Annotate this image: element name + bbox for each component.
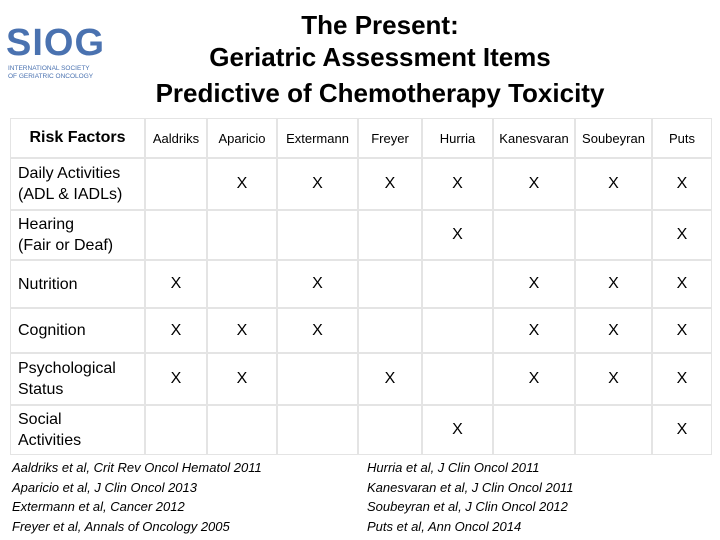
table-cell: X: [493, 158, 575, 210]
table-cell: [207, 210, 277, 260]
table-cell: X: [422, 158, 493, 210]
table-cell: [575, 210, 652, 260]
table-cell: [145, 405, 207, 455]
header-cell: Puts: [652, 118, 712, 158]
row-label-line: Nutrition: [18, 275, 78, 293]
title-line: The Present:: [301, 10, 459, 40]
table-cell: X: [145, 308, 207, 353]
row-label-line: (Fair or Deaf): [18, 237, 114, 254]
table-cell: X: [575, 158, 652, 210]
row-label-line: Cognition: [18, 322, 86, 339]
table-cell: [493, 405, 575, 455]
table-cell: [207, 260, 277, 308]
table-cell: X: [652, 210, 712, 260]
table-cell: [145, 210, 207, 260]
table-cell: [422, 260, 493, 308]
header-cell: Aparicio: [207, 118, 277, 158]
table-cell: X: [207, 158, 277, 210]
row-label-line: Activities: [18, 432, 82, 449]
reference: Soubeyran et al, J Clin Oncol 2012: [367, 499, 568, 514]
table-cell: X: [493, 308, 575, 353]
row-label: Psychological Status: [10, 353, 145, 405]
header-cell: Extermann: [277, 118, 358, 158]
table-cell: [207, 405, 277, 455]
table-cell: X: [422, 210, 493, 260]
table-cell: X: [652, 260, 712, 308]
table-cell: X: [277, 260, 358, 308]
table-cell: X: [493, 260, 575, 308]
header-cell: Aaldriks: [145, 118, 207, 158]
row-label-line: Daily Activities: [18, 165, 121, 182]
table-cell: [358, 260, 422, 308]
table-cell: X: [652, 405, 712, 455]
table-cell: X: [277, 158, 358, 210]
table-cell: [422, 308, 493, 353]
title-line: Predictive of Chemotherapy Toxicity: [155, 78, 605, 108]
header-cell: Risk Factors: [10, 118, 145, 158]
table-cell: [358, 308, 422, 353]
row-label-line: Social: [18, 411, 62, 428]
table-cell: [277, 210, 358, 260]
row-label: Cognition: [10, 308, 145, 353]
table-cell: X: [575, 353, 652, 405]
table-cell: X: [652, 308, 712, 353]
row-label-line: Hearing: [18, 216, 75, 233]
logo-tagline: OF GERIATRIC ONCOLOGY: [8, 73, 94, 80]
table-cell: X: [358, 158, 422, 210]
table-cell: X: [207, 308, 277, 353]
table-cell: X: [358, 353, 422, 405]
reference: Freyer et al, Annals of Oncology 2005: [12, 518, 230, 534]
row-label: Hearing (Fair or Deaf): [10, 210, 145, 260]
table-cell: [277, 405, 358, 455]
table-cell: X: [652, 158, 712, 210]
header-cell: Soubeyran: [575, 118, 652, 158]
table-cell: [493, 210, 575, 260]
table-cell: X: [145, 353, 207, 405]
title-line: Geriatric Assessment Items: [209, 42, 551, 72]
table-cell: X: [422, 405, 493, 455]
reference: Kanesvaran et al, J Clin Oncol 2011: [367, 479, 574, 495]
reference: Puts et al, Ann Oncol 2014: [367, 518, 522, 534]
row-label: Social Activities: [10, 405, 145, 455]
reference: Aaldriks et al, Crit Rev Oncol Hematol 2…: [12, 460, 262, 475]
row-label-line: Status: [18, 381, 64, 398]
table-cell: X: [207, 353, 277, 405]
row-label: Daily Activities (ADL & IADLs): [10, 158, 145, 210]
row-label-line: (ADL & IADLs): [18, 186, 123, 203]
table-cell: X: [575, 308, 652, 353]
table-cell: [422, 353, 493, 405]
table-cell: [358, 405, 422, 455]
table-cell: [358, 210, 422, 260]
table-cell: [277, 353, 358, 405]
row-label: Nutrition: [10, 260, 145, 308]
table-cell: X: [145, 260, 207, 308]
table-cell: X: [277, 308, 358, 353]
table-cell: X: [493, 353, 575, 405]
header-cell: Hurria: [422, 118, 493, 158]
table-cell: [145, 158, 207, 210]
table-cell: X: [652, 353, 712, 405]
header-cell: Freyer: [358, 118, 422, 158]
reference: Hurria et al, J Clin Oncol 2011: [367, 460, 540, 475]
table-cell: X: [575, 260, 652, 308]
logo-name: SIOG: [6, 22, 106, 64]
reference: Aparicio et al, J Clin Oncol 2013: [12, 479, 197, 495]
reference: Extermann et al, Cancer 2012: [12, 499, 185, 514]
row-label-line: Psychological: [18, 360, 116, 377]
logo-tagline: INTERNATIONAL SOCIETY: [8, 65, 90, 72]
header-cell: Kanesvaran: [493, 118, 575, 158]
table-cell: [575, 405, 652, 455]
